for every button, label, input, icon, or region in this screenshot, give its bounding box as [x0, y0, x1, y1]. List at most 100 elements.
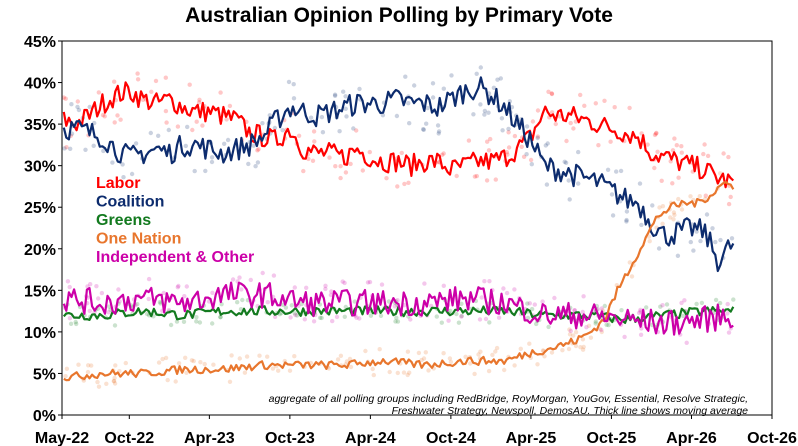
source-note-line: Freshwater Strategy, Newspoll, DemosAU. …	[392, 405, 749, 417]
poll-dot	[476, 352, 481, 357]
poll-dot	[495, 77, 500, 82]
poll-dot	[211, 362, 216, 367]
poll-dot	[421, 127, 426, 132]
poll-dot	[251, 143, 256, 148]
poll-dot	[660, 204, 666, 209]
poll-dot	[602, 303, 607, 309]
poll-dot	[430, 95, 436, 100]
poll-dot	[333, 164, 338, 169]
legend-item-one-nation: One Nation	[96, 231, 181, 248]
poll-dot	[194, 315, 199, 320]
poll-dot	[679, 207, 685, 212]
poll-dot	[112, 79, 117, 84]
poll-dot	[311, 129, 317, 134]
y-tick-label: 10%	[24, 325, 56, 342]
poll-dot	[593, 321, 598, 326]
poll-dot	[638, 307, 643, 313]
poll-dot	[163, 108, 169, 114]
poll-dot	[96, 90, 102, 95]
poll-dot	[486, 148, 492, 153]
poll-dot	[624, 209, 630, 214]
poll-dot	[394, 113, 400, 119]
poll-dot	[156, 360, 162, 365]
poll-dot	[674, 143, 679, 148]
poll-dot	[265, 300, 270, 305]
poll-dot	[102, 114, 107, 119]
poll-dot	[338, 353, 344, 358]
poll-dot	[88, 282, 93, 287]
poll-dot	[549, 91, 555, 97]
poll-dot	[63, 96, 68, 101]
poll-dot	[650, 203, 655, 208]
poll-dot	[463, 354, 468, 359]
poll-dot	[106, 310, 111, 315]
poll-dots-layer	[61, 65, 736, 389]
poll-dot	[62, 146, 67, 151]
poll-dot	[237, 275, 242, 280]
poll-dot	[387, 369, 392, 375]
poll-dot	[377, 347, 382, 352]
poll-dot	[253, 164, 258, 169]
poll-dot	[371, 372, 376, 378]
poll-dot	[242, 370, 248, 375]
poll-dot	[679, 300, 684, 306]
poll-dot	[320, 130, 326, 135]
poll-dot	[343, 170, 349, 175]
poll-dot	[535, 135, 540, 141]
poll-dot	[468, 361, 473, 366]
poll-dot	[319, 315, 324, 321]
poll-dot	[112, 323, 118, 328]
poll-dot	[688, 239, 693, 245]
poll-dot	[562, 159, 567, 164]
poll-dot	[624, 217, 629, 223]
poll-dot	[367, 149, 372, 155]
poll-dot	[239, 287, 244, 292]
poll-dot	[605, 167, 611, 172]
poll-dot	[610, 213, 616, 218]
poll-dot	[344, 114, 349, 119]
poll-dot	[65, 279, 71, 284]
poll-dot	[111, 378, 117, 384]
poll-dot	[694, 229, 699, 234]
poll-dot	[166, 127, 171, 133]
poll-dot	[113, 363, 118, 368]
poll-dot	[68, 146, 73, 151]
source-note: aggregate of all polling groups includin…	[269, 393, 749, 417]
poll-dot	[181, 319, 187, 324]
poll-dot	[312, 139, 317, 144]
poll-dot	[604, 322, 609, 327]
poll-dot	[586, 323, 592, 328]
poll-dot	[140, 97, 146, 103]
poll-dot	[301, 168, 306, 174]
poll-dot	[726, 154, 731, 160]
poll-dot	[394, 315, 399, 320]
y-tick-label: 20%	[24, 242, 56, 259]
poll-dot	[67, 316, 73, 321]
poll-dot	[342, 280, 347, 286]
poll-dot	[370, 366, 375, 372]
poll-dot	[403, 74, 408, 79]
poll-dot	[571, 333, 576, 338]
poll-dot	[153, 78, 159, 84]
poll-dot	[664, 302, 670, 307]
poll-dot	[474, 71, 479, 77]
poll-dot	[323, 283, 328, 288]
poll-dot	[182, 294, 187, 299]
poll-dot	[567, 197, 572, 202]
poll-dot	[608, 139, 613, 144]
poll-dot	[477, 317, 483, 322]
poll-dot	[209, 159, 215, 165]
poll-dot	[287, 368, 293, 373]
poll-dot	[505, 152, 510, 157]
x-tick-label: Oct-25	[587, 430, 637, 446]
poll-dot	[168, 322, 174, 328]
poll-dot	[529, 162, 534, 167]
poll-dot	[270, 366, 276, 371]
y-tick-label: 40%	[24, 76, 56, 93]
poll-dot	[717, 300, 723, 306]
poll-dot	[157, 299, 163, 305]
poll-dot	[726, 330, 732, 335]
poll-dot	[671, 210, 677, 215]
poll-dot	[209, 155, 215, 160]
